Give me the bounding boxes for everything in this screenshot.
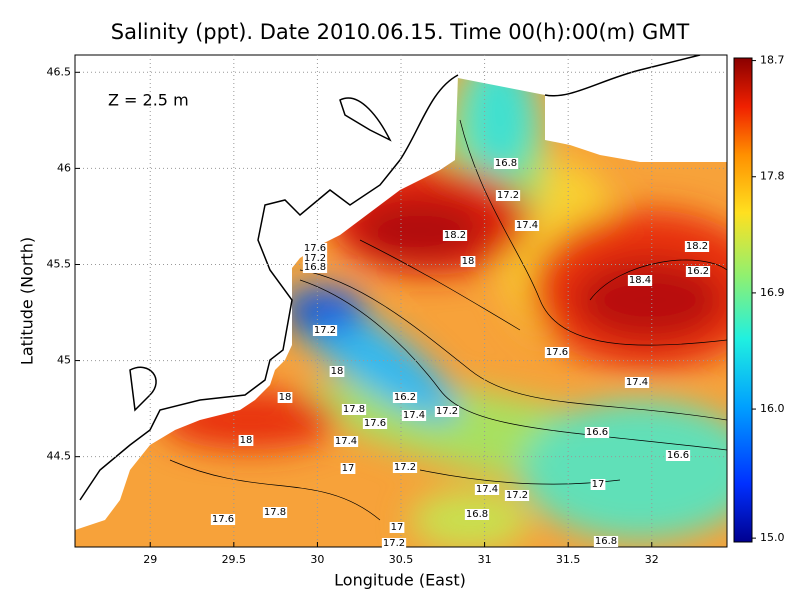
contour-label-bg [389, 522, 405, 533]
contour-label-bg [624, 377, 650, 388]
y-tick-label: 45.5 [47, 257, 72, 270]
y-tick-label: 46 [57, 161, 71, 174]
contour-label-bg [584, 427, 610, 438]
contour-label-bg [329, 366, 345, 377]
contour-label: 16.2 [394, 392, 416, 403]
contour-label-bg [590, 479, 606, 490]
contour-label-bg [684, 241, 710, 252]
colorbar [733, 57, 753, 543]
contour-label-bg [381, 538, 407, 549]
contour-label-bg [238, 435, 254, 446]
contour-label: 17.2 [436, 406, 458, 417]
contour-label-bg [302, 262, 328, 273]
contour-label: 16.6 [586, 427, 608, 438]
contour-label: 17 [592, 479, 605, 490]
contour-label: 17.4 [335, 436, 357, 447]
contour-label: 17.2 [314, 325, 336, 336]
contour-label: 18 [240, 435, 253, 446]
contour-label: 18.4 [629, 275, 651, 286]
contour-label-bg [392, 392, 418, 403]
contour-label-bg [392, 462, 418, 473]
x-tick-label: 31.5 [556, 553, 581, 566]
contour-label: 18 [462, 256, 475, 267]
colorbar-tick-label: 16.9 [760, 286, 785, 299]
contour-label: 16.8 [495, 158, 517, 169]
contour-label: 17.8 [264, 507, 286, 518]
contour-label-bg [627, 275, 653, 286]
contour-label-bg [593, 536, 619, 547]
y-tick-label: 46.5 [47, 65, 72, 78]
contour-label: 17.2 [506, 490, 528, 501]
contour-label: 16.8 [304, 262, 326, 273]
contour-label: 17.2 [304, 253, 326, 264]
colorbar-tick-label: 15.0 [760, 531, 785, 544]
contour-label: 17.6 [546, 347, 568, 358]
contour-label: 17.2 [497, 190, 519, 201]
colorbar-tick-label: 18.7 [760, 54, 785, 67]
depth-label: Z = 2.5 m [108, 91, 189, 110]
contour-label: 17 [342, 463, 355, 474]
contour-label: 17.4 [476, 484, 498, 495]
contour-label-bg [544, 347, 570, 358]
contour-label-bg [362, 418, 388, 429]
contour-label-bg [685, 266, 711, 277]
y-tick-label: 45 [57, 354, 71, 367]
contour-label: 17.8 [343, 404, 365, 415]
contour-label: 16.6 [667, 450, 689, 461]
x-tick-label: 29 [143, 553, 157, 566]
contour-label-bg [442, 230, 468, 241]
salinity-field [75, 55, 727, 547]
x-tick-label: 32 [645, 553, 659, 566]
contour-label: 18 [331, 366, 344, 377]
contour-label-bg [493, 158, 519, 169]
contour-label: 18.2 [686, 241, 708, 252]
x-tick-label: 31 [478, 553, 492, 566]
contour-label-bg [302, 243, 328, 254]
contour-label-bg [340, 463, 356, 474]
contour-label-bg [460, 256, 476, 267]
contour-label: 17.2 [383, 538, 405, 549]
contour-label: 17.4 [626, 377, 648, 388]
contour-label: 18 [279, 392, 292, 403]
contour-label-bg [302, 253, 328, 264]
contour-label-bg [312, 325, 338, 336]
contour-label: 17.6 [364, 418, 386, 429]
contour-label-bg [464, 509, 490, 520]
colorbar-tick-label: 17.8 [760, 170, 785, 183]
contour-label: 18.2 [444, 230, 466, 241]
contour-label-bg [262, 507, 288, 518]
colorbar-tick-label: 16.0 [760, 402, 785, 415]
contour-label-bg [210, 514, 236, 525]
contour-label: 16.8 [466, 509, 488, 520]
x-tick-label: 30.5 [389, 553, 414, 566]
contour-label-bg [333, 436, 359, 447]
contour-label-bg [474, 484, 500, 495]
x-tick-label: 29.5 [222, 553, 247, 566]
contour-label-bg [277, 392, 293, 403]
contour-label: 17.4 [516, 220, 538, 231]
contour-label: 16.8 [595, 536, 617, 547]
contour-label-bg [401, 410, 427, 421]
contour-label-bg [341, 404, 367, 415]
y-tick-label: 44.5 [47, 450, 72, 463]
contour-label: 17.2 [394, 462, 416, 473]
contour-label-bg [434, 406, 460, 417]
contour-label-bg [665, 450, 691, 461]
contour-label-bg [495, 190, 521, 201]
contour-label-bg [504, 490, 530, 501]
x-axis-label: Longitude (East) [334, 571, 466, 590]
map-title: Salinity (ppt). Date 2010.06.15. Time 00… [111, 20, 690, 44]
contour-label: 17.4 [403, 410, 425, 421]
contour-label: 17 [391, 522, 404, 533]
x-tick-label: 30 [310, 553, 324, 566]
contour-label: 17.6 [304, 243, 326, 254]
contour-label-bg [514, 220, 540, 231]
y-axis-label: Latitude (North) [18, 237, 37, 365]
contour-label: 17.6 [212, 514, 234, 525]
contour-label: 16.2 [687, 266, 709, 277]
